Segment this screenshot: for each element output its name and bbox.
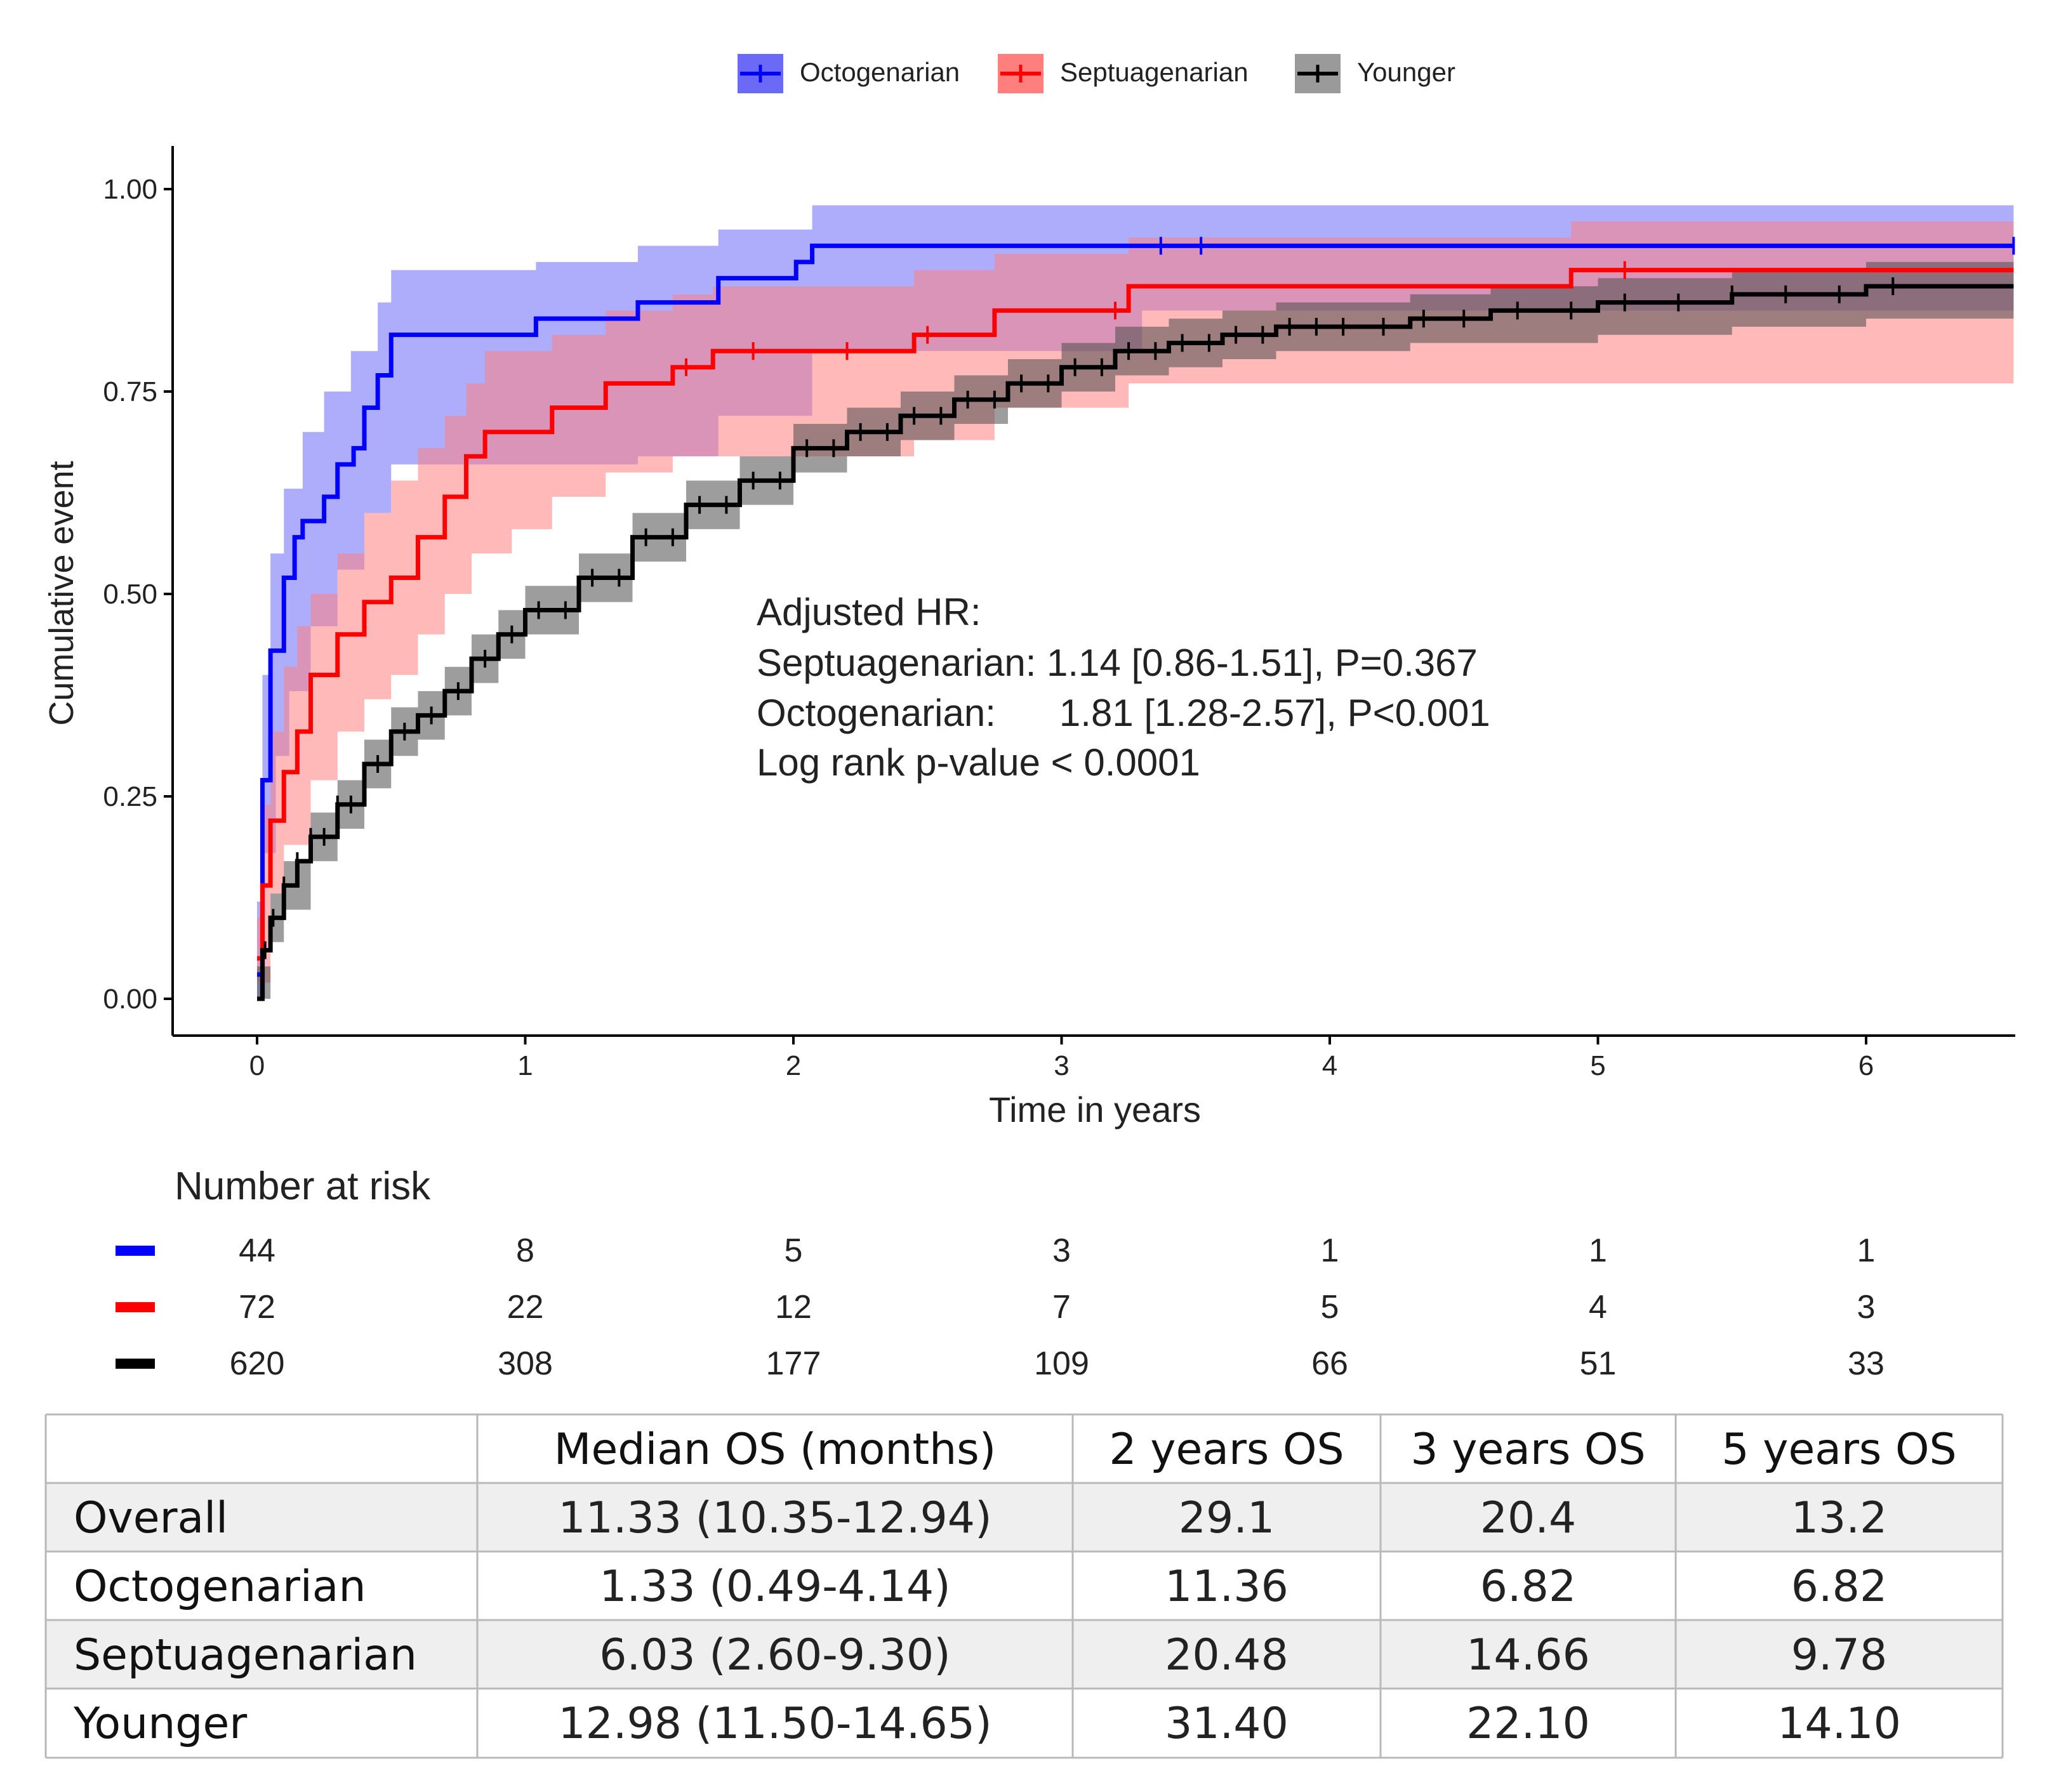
x-tick-label: 4 xyxy=(1322,1050,1337,1081)
risk-value: 177 xyxy=(766,1345,821,1382)
x-tick-label: 6 xyxy=(1858,1050,1874,1081)
summary-cell: 14.66 xyxy=(1466,1630,1590,1680)
legend-item-octogenarian: Octogenarian xyxy=(738,54,960,93)
risk-value: 620 xyxy=(230,1345,285,1382)
curve-octogenarian xyxy=(257,243,2014,977)
summary-cell: 6.82 xyxy=(1791,1562,1887,1612)
summary-row-label: Septuagenarian xyxy=(74,1630,417,1680)
curve-younger xyxy=(257,284,2014,1001)
summary-row-label: Overall xyxy=(74,1493,228,1543)
legend: Octogenarian Septuagenarian Younger xyxy=(738,54,1455,93)
summary-cell: 6.03 (2.60-9.30) xyxy=(599,1630,950,1680)
x-tick-label: 5 xyxy=(1590,1050,1605,1081)
y-tick-label: 0.50 xyxy=(103,579,157,610)
risk-value: 12 xyxy=(775,1289,812,1326)
annotation-septuagenarian-hr: Septuagenarian: 1.14 [0.86-1.51], P=0.36… xyxy=(757,642,1478,684)
summary-cell: 6.82 xyxy=(1480,1562,1576,1612)
summary-cell: 9.78 xyxy=(1791,1630,1887,1680)
risk-table: 44 8 5 3 1 1 1 72 22 12 7 5 4 3 620 308 177 109 66 51 33 xyxy=(116,1232,1885,1382)
x-axis-title: Time in years xyxy=(989,1090,1201,1130)
y-tick-label: 1.00 xyxy=(103,174,157,205)
summary-cell: 29.1 xyxy=(1179,1493,1275,1543)
legend-label-younger: Younger xyxy=(1357,57,1455,87)
summary-header-cell: 5 years OS xyxy=(1721,1425,1956,1475)
summary-cell: 31.40 xyxy=(1165,1699,1288,1749)
risk-value: 1 xyxy=(1857,1232,1876,1269)
x-tick-label: 2 xyxy=(786,1050,801,1081)
annotation-octogenarian-hr: Octogenarian: 1.81 [1.28-2.57], P<0.001 xyxy=(757,692,1490,734)
summary-cell: 20.48 xyxy=(1165,1630,1288,1680)
risk-value: 3 xyxy=(1052,1232,1071,1269)
risk-value: 3 xyxy=(1857,1289,1876,1326)
summary-cell: 12.98 (11.50-14.65) xyxy=(558,1699,991,1749)
summary-cell: 14.10 xyxy=(1777,1699,1901,1749)
summary-row-label: Octogenarian xyxy=(74,1562,366,1612)
summary-cell: 1.33 (0.49-4.14) xyxy=(599,1562,950,1612)
legend-label-septuagenarian: Septuagenarian xyxy=(1060,57,1249,87)
risk-value: 308 xyxy=(498,1345,553,1382)
risk-value: 51 xyxy=(1580,1345,1617,1382)
band-septuagenarian xyxy=(257,221,2014,983)
risk-table-title: Number at risk xyxy=(175,1164,431,1208)
hr-annotation: Adjusted HR: Septuagenarian: 1.14 [0.86-… xyxy=(757,591,1490,784)
summary-row-bg xyxy=(46,1689,2003,1758)
y-ticks: 0.00 0.25 0.50 0.75 1.00 xyxy=(103,174,173,1015)
risk-value: 7 xyxy=(1052,1289,1071,1326)
risk-value: 33 xyxy=(1848,1345,1885,1382)
y-tick-label: 0.25 xyxy=(103,781,157,812)
risk-value: 5 xyxy=(785,1232,803,1269)
risk-value: 1 xyxy=(1321,1232,1339,1269)
legend-item-younger: Younger xyxy=(1295,54,1455,93)
y-tick-label: 0.75 xyxy=(103,376,157,407)
risk-color-key-septuagenarian xyxy=(116,1302,155,1312)
summary-table: Median OS (months) 2 years OS 3 years OS 5 … xyxy=(44,1413,2004,1759)
x-tick-label: 1 xyxy=(517,1050,533,1081)
annotation-title: Adjusted HR: xyxy=(757,591,981,633)
x-tick-label: 3 xyxy=(1054,1050,1069,1081)
risk-color-key-octogenarian xyxy=(116,1246,155,1256)
risk-value: 4 xyxy=(1589,1289,1607,1326)
legend-item-septuagenarian: Septuagenarian xyxy=(998,54,1249,93)
summary-row-label: Younger xyxy=(73,1699,247,1749)
risk-value: 22 xyxy=(507,1289,544,1326)
y-axis-title: Cumulative event xyxy=(43,461,81,725)
summary-cell: 22.10 xyxy=(1466,1699,1590,1749)
summary-header-cell: Median OS (months) xyxy=(554,1425,996,1475)
risk-color-key-younger xyxy=(116,1359,155,1369)
censor-marks xyxy=(263,237,2015,959)
y-tick-label: 0.00 xyxy=(103,984,157,1015)
summary-cell: 20.4 xyxy=(1480,1493,1576,1543)
summary-row-bg xyxy=(46,1483,2003,1552)
risk-value: 8 xyxy=(516,1232,534,1269)
risk-value: 66 xyxy=(1311,1345,1348,1382)
summary-cell: 11.36 xyxy=(1165,1562,1288,1612)
summary-cell: 11.33 (10.35-12.94) xyxy=(558,1493,991,1543)
risk-value: 44 xyxy=(239,1232,275,1269)
risk-value: 5 xyxy=(1321,1289,1339,1326)
risk-value: 1 xyxy=(1589,1232,1607,1269)
summary-row-bg xyxy=(46,1414,2003,1483)
confidence-bands xyxy=(257,205,2014,999)
risk-value: 109 xyxy=(1034,1345,1089,1382)
legend-label-octogenarian: Octogenarian xyxy=(800,57,960,87)
x-ticks: 0 1 2 3 4 5 6 xyxy=(249,1036,1874,1081)
summary-header-cell: 2 years OS xyxy=(1109,1425,1344,1475)
summary-header-cell: 3 years OS xyxy=(1410,1425,1645,1475)
x-tick-label: 0 xyxy=(249,1050,265,1081)
summary-cell: 13.2 xyxy=(1791,1493,1887,1543)
risk-value: 72 xyxy=(239,1289,275,1326)
annotation-logrank: Log rank p-value < 0.0001 xyxy=(757,741,1200,784)
